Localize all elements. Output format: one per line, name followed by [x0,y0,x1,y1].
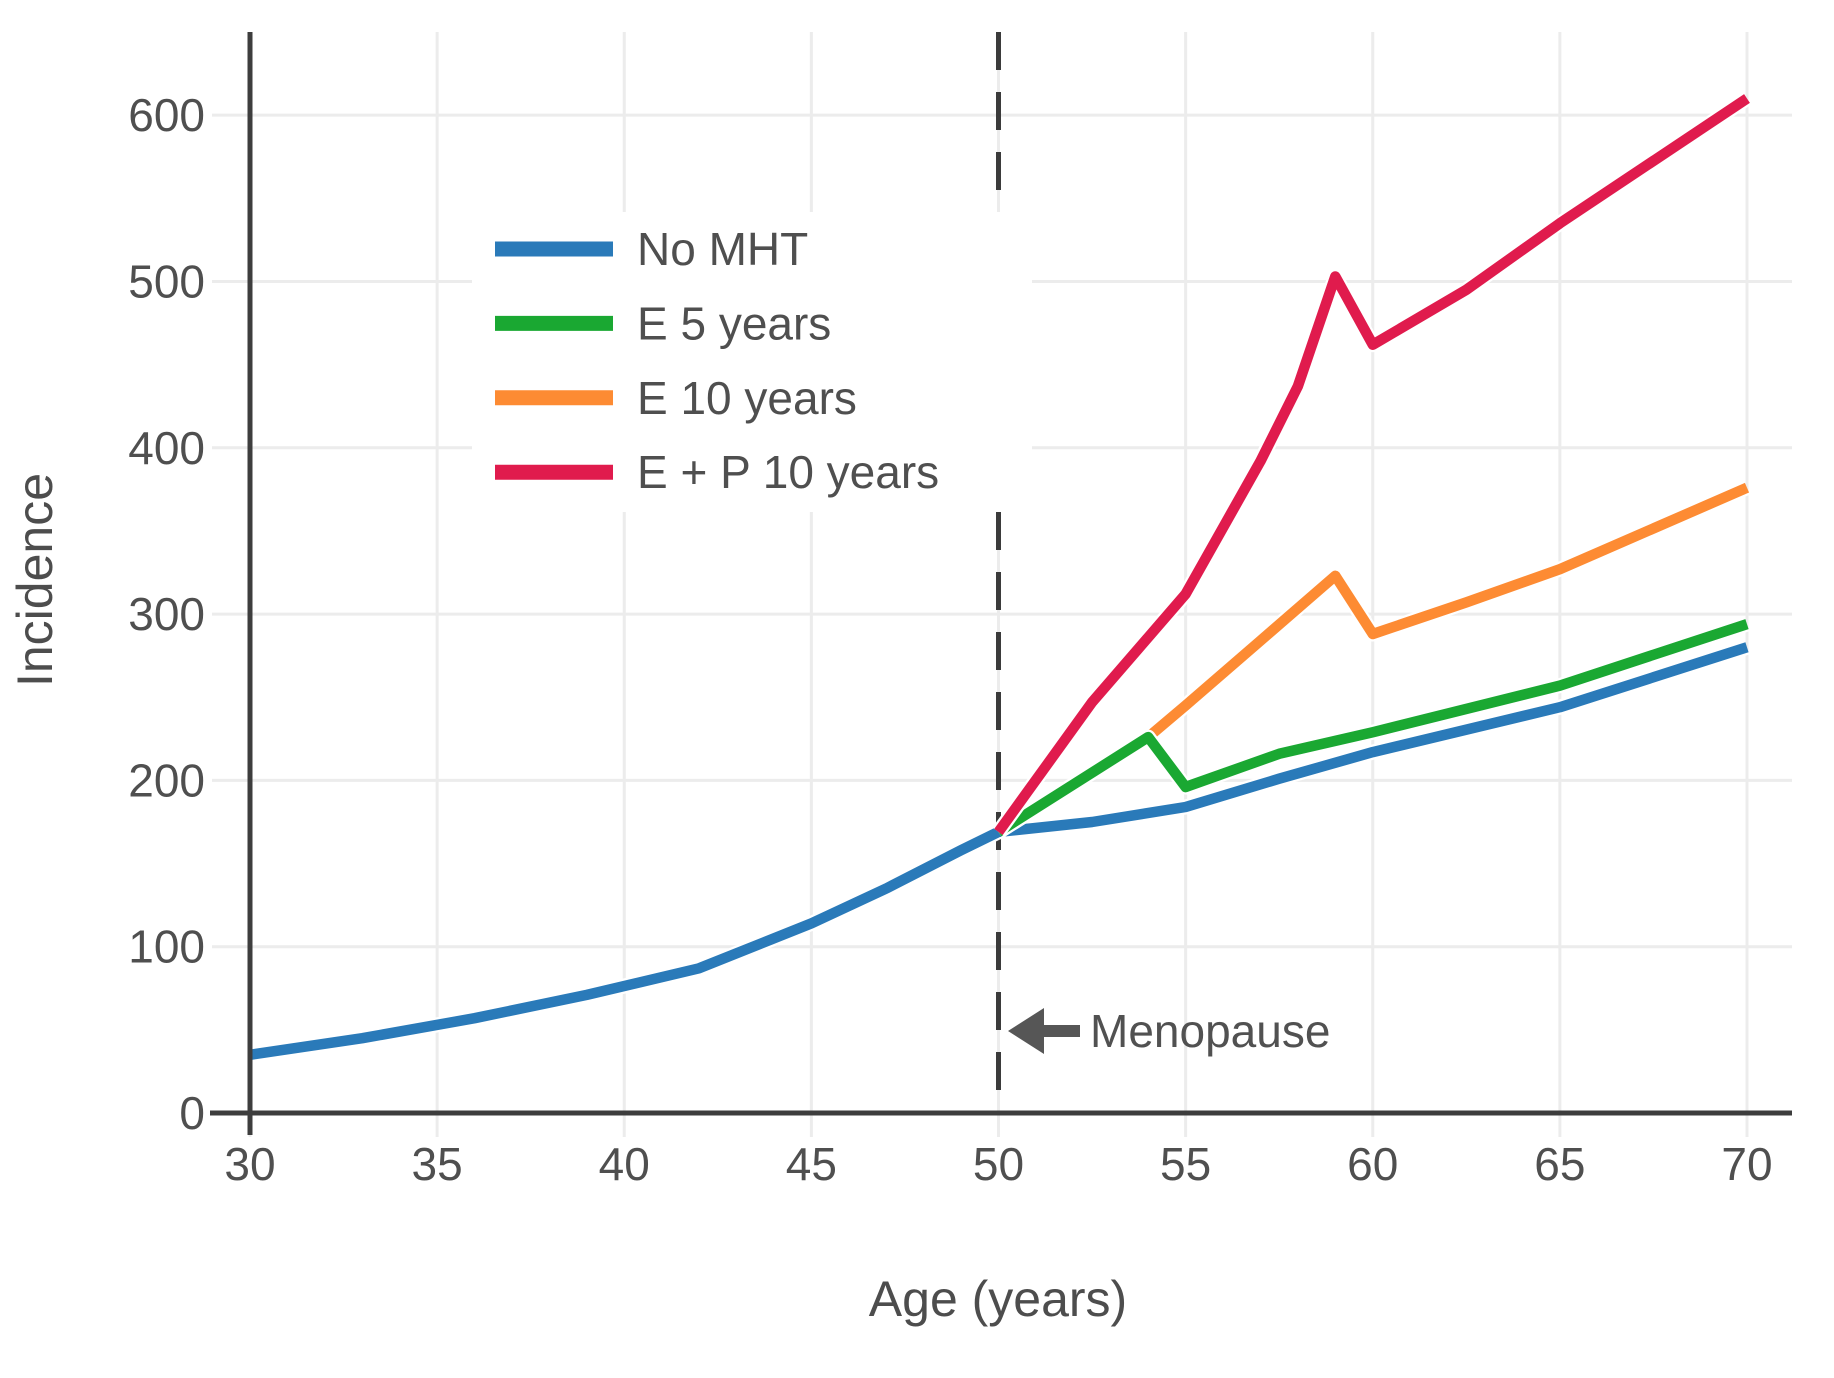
x-tick-label-35: 35 [412,1138,463,1190]
left-arrow-icon [1008,1008,1080,1054]
x-axis-title: Age (years) [869,1271,1127,1327]
x-tick-label-30: 30 [224,1138,275,1190]
legend-label-e-p-10-years: E + P 10 years [637,446,939,498]
x-tick-label-45: 45 [786,1138,837,1190]
x-tick-label-40: 40 [599,1138,650,1190]
x-tick-label-60: 60 [1347,1138,1398,1190]
y-tick-label-0: 0 [179,1087,205,1139]
x-tick-label-70: 70 [1721,1138,1772,1190]
series-line-e-p-10-years [994,94,1750,835]
legend-item-e-5-years: E 5 years [495,297,831,349]
x-tick-label-50: 50 [973,1138,1024,1190]
y-tick-label-400: 400 [128,422,205,474]
series-line-e-5-years [995,619,1749,837]
legend-item-e-10-years: E 10 years [495,372,857,424]
x-tick-label-55: 55 [1160,1138,1211,1190]
menopause-annotation: Menopause [1008,1005,1330,1057]
legend-label-no-mht: No MHT [637,223,808,275]
series-line-e-10-years [995,482,1750,837]
menopause-label: Menopause [1090,1005,1330,1057]
legend-background [472,212,1032,512]
axes [210,32,1792,1135]
legend-item-e-p-10-years: E + P 10 years [495,446,939,498]
y-tick-label-300: 300 [128,588,205,640]
legend-label-e-5-years: E 5 years [637,297,831,349]
legend-item-no-mht: No MHT [495,223,808,275]
y-axis-title: Incidence [7,473,63,687]
y-tick-label-200: 200 [128,754,205,806]
legend-label-e-10-years: E 10 years [637,372,857,424]
gridlines [212,32,1792,1137]
x-tick-label-65: 65 [1534,1138,1585,1190]
series-lines [248,92,1752,1063]
y-tick-label-500: 500 [128,255,205,307]
series-line-no-mht [249,642,1749,1060]
y-tick-label-600: 600 [128,89,205,141]
legend: No MHT E 5 years E 10 years E + P 10 years [472,212,1032,512]
y-tick-label-100: 100 [128,921,205,973]
tick-labels: 0 100 200 300 400 500 600 30 35 40 45 50 55 60 65 70 [128,89,1772,1190]
